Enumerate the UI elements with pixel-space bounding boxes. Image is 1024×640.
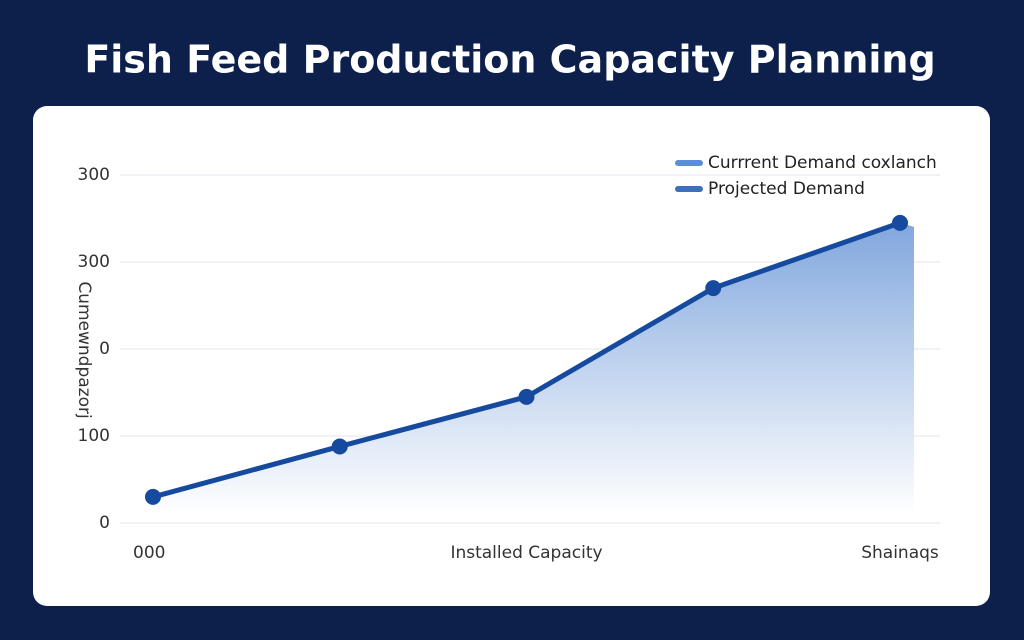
y-tick-label: 300	[78, 252, 110, 272]
point	[518, 388, 535, 405]
y-tick-label: 100	[78, 426, 110, 446]
point	[145, 488, 161, 505]
point	[331, 438, 348, 455]
chart-title: Fish Feed Production Capacity Planning	[84, 38, 935, 82]
legend-swatch	[675, 160, 703, 166]
x-tick-label: 000	[133, 543, 165, 563]
y-tick-label: 300	[78, 165, 110, 185]
y-axis-label: Cumewndpazorj	[74, 281, 94, 418]
legend-label: Projected Demand	[708, 179, 865, 199]
point	[705, 280, 722, 297]
y-tick-label: 0	[99, 339, 110, 359]
x-tick-label: Installed Capacity	[450, 543, 602, 563]
y-tick-label: 0	[99, 513, 110, 533]
legend-label: Currrent Demand coxlanch	[708, 153, 937, 173]
area	[153, 222, 914, 515]
point	[892, 214, 908, 231]
x-tick-label: Shainaqs	[861, 543, 939, 563]
legend-swatch	[675, 186, 703, 192]
